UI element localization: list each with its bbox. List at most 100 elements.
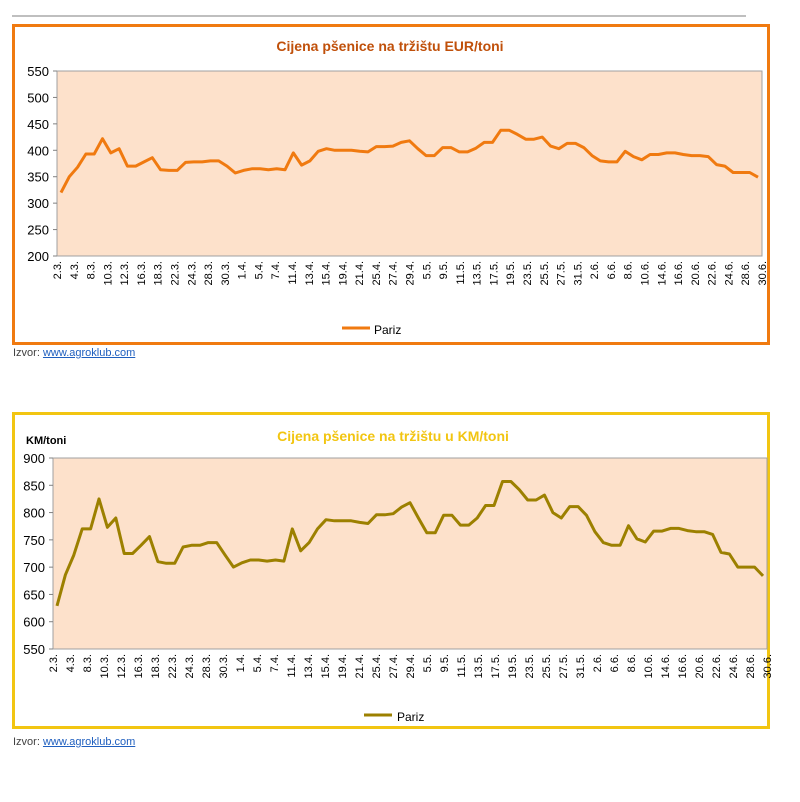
source-link[interactable]: www.agroklub.com bbox=[42, 736, 136, 748]
x-tick-label-eur: 5.5. bbox=[421, 261, 433, 279]
y-tick-label-km: 900 bbox=[23, 451, 45, 466]
x-tick-label-km: 28.6. bbox=[745, 654, 757, 678]
x-tick-label-eur: 15.4. bbox=[321, 261, 333, 285]
x-tick-label-eur: 9.5. bbox=[438, 261, 450, 279]
y-axis-label-km: KM/toni bbox=[26, 435, 66, 447]
x-tick-label-km: 22.3. bbox=[167, 654, 179, 678]
x-tick-label-eur: 17.5. bbox=[488, 261, 500, 285]
x-tick-label-eur: 8.6. bbox=[623, 261, 635, 279]
x-tick-label-eur: 28.6. bbox=[740, 261, 752, 285]
plot-area-km bbox=[52, 457, 768, 650]
x-tick-label-km: 5.4. bbox=[252, 654, 264, 672]
y-tick-label-eur: 400 bbox=[27, 143, 49, 158]
x-tick-label-eur: 27.5. bbox=[556, 261, 568, 285]
top-divider bbox=[12, 15, 746, 17]
x-tick-label-km: 24.6. bbox=[728, 654, 740, 678]
x-tick-label-eur: 11.4. bbox=[287, 261, 299, 285]
x-tick-label-km: 6.6. bbox=[609, 654, 621, 672]
x-tick-label-km: 21.4. bbox=[354, 654, 366, 678]
source-note-eur: Izvor: www.agroklub.com bbox=[13, 347, 135, 359]
x-tick-label-km: 27.4. bbox=[388, 654, 400, 678]
x-tick-label-km: 15.4. bbox=[320, 654, 332, 678]
x-tick-label-eur: 13.4. bbox=[304, 261, 316, 285]
x-tick-label-eur: 22.6. bbox=[707, 261, 719, 285]
x-tick-label-eur: 19.4. bbox=[337, 261, 349, 285]
x-tick-label-eur: 19.5. bbox=[505, 261, 517, 285]
series-line-eur bbox=[59, 128, 759, 194]
x-tick-label-km: 5.5. bbox=[422, 654, 434, 672]
y-tick-label-eur: 550 bbox=[27, 64, 49, 79]
x-tick-label-eur: 27.4. bbox=[388, 261, 400, 285]
x-tick-label-eur: 5.4. bbox=[253, 261, 265, 279]
x-tick-label-km: 7.4. bbox=[269, 654, 281, 672]
x-tick-label-eur: 16.6. bbox=[673, 261, 685, 285]
source-link[interactable]: www.agroklub.com bbox=[42, 347, 136, 359]
source-label: Izvor: bbox=[13, 736, 40, 748]
x-tick-label-eur: 23.5. bbox=[522, 261, 534, 285]
x-tick-label-km: 25.4. bbox=[371, 654, 383, 678]
x-tick-label-eur: 18.3. bbox=[153, 261, 165, 285]
series-line-km bbox=[55, 480, 765, 607]
x-tick-label-eur: 24.3. bbox=[186, 261, 198, 285]
y-tick-label-eur: 200 bbox=[27, 249, 49, 264]
x-tick-label-km: 28.3. bbox=[201, 654, 213, 678]
x-tick-label-km: 2.3. bbox=[48, 654, 60, 672]
x-tick-label-km: 30.6. bbox=[762, 654, 774, 678]
x-tick-label-km: 13.4. bbox=[303, 654, 315, 678]
x-tick-label-km: 19.5. bbox=[507, 654, 519, 678]
y-tick-label-eur: 450 bbox=[27, 117, 49, 132]
x-tick-label-eur: 8.3. bbox=[86, 261, 98, 279]
y-tick-label-km: 750 bbox=[23, 533, 45, 548]
x-tick-label-eur: 13.5. bbox=[472, 261, 484, 285]
x-tick-label-km: 22.6. bbox=[711, 654, 723, 678]
y-tick-label-km: 850 bbox=[23, 478, 45, 493]
legend-label-eur: Pariz bbox=[374, 323, 401, 337]
x-tick-label-km: 24.3. bbox=[184, 654, 196, 678]
x-tick-label-km: 30.3. bbox=[218, 654, 230, 678]
x-tick-label-km: 11.4. bbox=[286, 654, 298, 678]
x-tick-label-eur: 10.6. bbox=[640, 261, 652, 285]
x-tick-label-km: 25.5. bbox=[541, 654, 553, 678]
x-tick-label-km: 8.6. bbox=[626, 654, 638, 672]
x-tick-label-eur: 30.6. bbox=[757, 261, 769, 285]
y-tick-label-eur: 300 bbox=[27, 196, 49, 211]
legend-label-km: Pariz bbox=[397, 710, 424, 724]
y-tick-label-eur: 350 bbox=[27, 170, 49, 185]
x-tick-label-eur: 2.6. bbox=[589, 261, 601, 279]
x-tick-label-eur: 16.3. bbox=[136, 261, 148, 285]
x-tick-label-km: 11.5. bbox=[456, 654, 468, 678]
x-tick-label-eur: 12.3. bbox=[119, 261, 131, 285]
x-tick-label-eur: 10.3. bbox=[102, 261, 114, 285]
x-tick-label-km: 31.5. bbox=[575, 654, 587, 678]
x-tick-label-eur: 4.3. bbox=[69, 261, 81, 279]
x-tick-label-eur: 20.6. bbox=[690, 261, 702, 285]
x-tick-label-km: 12.3. bbox=[116, 654, 128, 678]
x-tick-label-eur: 31.5. bbox=[572, 261, 584, 285]
y-tick-label-km: 700 bbox=[23, 560, 45, 575]
x-tick-label-km: 27.5. bbox=[558, 654, 570, 678]
x-tick-label-eur: 22.3. bbox=[170, 261, 182, 285]
x-tick-label-km: 10.6. bbox=[643, 654, 655, 678]
x-tick-label-eur: 2.3. bbox=[52, 261, 64, 279]
x-tick-label-eur: 14.6. bbox=[656, 261, 668, 285]
x-tick-label-eur: 6.6. bbox=[606, 261, 618, 279]
chart-title-km: Cijena pšenice na tržištu u KM/toni bbox=[277, 428, 509, 444]
x-tick-label-eur: 29.4. bbox=[405, 261, 417, 285]
source-label: Izvor: bbox=[13, 347, 40, 359]
y-tick-label-km: 800 bbox=[23, 506, 45, 521]
chart-title-eur: Cijena pšenice na tržištu EUR/toni bbox=[276, 38, 503, 54]
x-tick-label-km: 4.3. bbox=[65, 654, 77, 672]
x-tick-label-eur: 21.4. bbox=[354, 261, 366, 285]
x-tick-label-km: 17.5. bbox=[490, 654, 502, 678]
y-tick-label-km: 550 bbox=[23, 642, 45, 657]
x-tick-label-eur: 24.6. bbox=[723, 261, 735, 285]
x-tick-label-eur: 7.4. bbox=[270, 261, 282, 279]
y-tick-label-eur: 500 bbox=[27, 90, 49, 105]
x-tick-label-km: 13.5. bbox=[473, 654, 485, 678]
x-tick-label-km: 16.3. bbox=[133, 654, 145, 678]
x-tick-label-km: 2.6. bbox=[592, 654, 604, 672]
x-tick-label-km: 19.4. bbox=[337, 654, 349, 678]
x-tick-label-eur: 1.4. bbox=[237, 261, 249, 279]
x-tick-label-eur: 30.3. bbox=[220, 261, 232, 285]
